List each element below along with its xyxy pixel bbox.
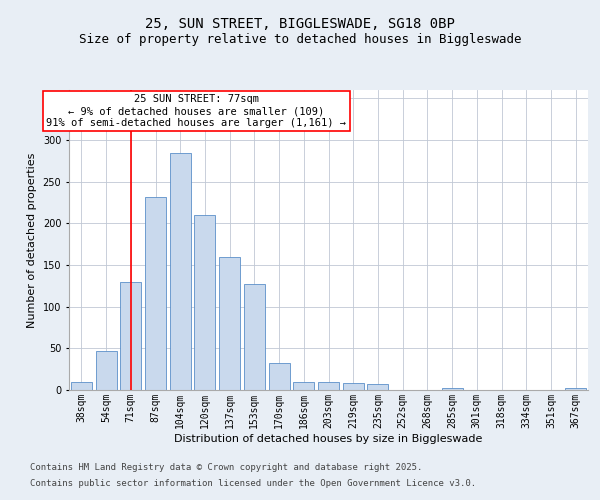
Bar (194, 215, 215, 390)
Bar (269, 362, 290, 390)
Bar (170, 152, 191, 390)
Text: Contains public sector information licensed under the Open Government Licence v3: Contains public sector information licen… (30, 479, 476, 488)
Bar (219, 256, 240, 390)
Bar (71, 382, 92, 390)
Bar (145, 196, 166, 390)
Bar (293, 382, 314, 390)
X-axis label: Distribution of detached houses by size in Biggleswade: Distribution of detached houses by size … (175, 434, 482, 444)
Bar (367, 384, 388, 390)
Text: Contains HM Land Registry data © Crown copyright and database right 2025.: Contains HM Land Registry data © Crown c… (30, 462, 422, 471)
Text: 25 SUN STREET: 77sqm
← 9% of detached houses are smaller (109)
91% of semi-detac: 25 SUN STREET: 77sqm ← 9% of detached ho… (46, 94, 346, 128)
Text: 25, SUN STREET, BIGGLESWADE, SG18 0BP: 25, SUN STREET, BIGGLESWADE, SG18 0BP (145, 18, 455, 32)
Bar (442, 388, 463, 390)
Bar (95, 351, 116, 390)
Y-axis label: Number of detached properties: Number of detached properties (27, 152, 37, 328)
Bar (565, 388, 586, 390)
Text: Size of property relative to detached houses in Biggleswade: Size of property relative to detached ho… (79, 32, 521, 46)
Bar (318, 382, 339, 390)
Bar (343, 384, 364, 390)
Bar (120, 282, 141, 390)
Bar (244, 284, 265, 390)
